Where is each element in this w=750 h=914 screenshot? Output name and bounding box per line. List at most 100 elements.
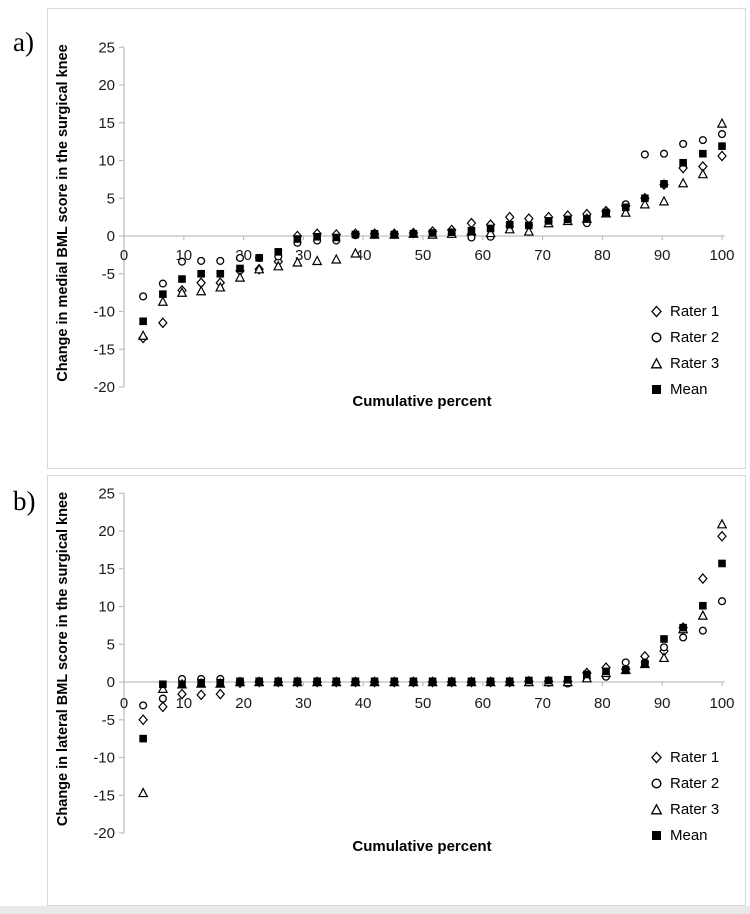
- legend-a: Rater 1 Rater 2 Rater 3 Mean: [650, 298, 719, 402]
- y-tick-label: 5: [107, 190, 115, 207]
- circle-marker-icon: [698, 626, 707, 635]
- square-marker-icon: [544, 217, 553, 225]
- legend-item-rater1: Rater 1: [650, 298, 719, 324]
- circle-marker-icon: [158, 279, 167, 288]
- circle-marker-icon: [651, 777, 662, 789]
- x-tick-label: 50: [415, 695, 432, 712]
- square-marker-icon: [486, 677, 495, 686]
- square-marker-icon: [216, 269, 225, 278]
- square-marker-icon: [602, 667, 610, 676]
- y-tick-label: -15: [93, 341, 115, 358]
- circle-marker-icon: [679, 139, 688, 148]
- circle-marker-icon: [717, 130, 727, 139]
- square-marker-icon: [467, 677, 476, 686]
- x-tick-label: 100: [709, 695, 734, 712]
- x-tick-label: 10: [175, 695, 192, 712]
- triangle-marker-icon: [292, 256, 303, 267]
- panel-b-frame: 25 20 15 10 5 0 -5 -10 -15 -20 0 10 20 30 40 50 60 70 80 90…: [47, 475, 746, 906]
- square-marker-icon: [236, 264, 244, 273]
- triangle-marker-icon: [137, 787, 149, 798]
- square-marker-icon: [447, 677, 456, 686]
- diamond-marker-icon: [158, 701, 168, 713]
- y-tick-label: 25: [98, 485, 115, 502]
- legend-label: Rater 3: [670, 800, 720, 818]
- legend-item-rater3: Rater 3: [650, 796, 719, 822]
- diamond-marker-icon: [504, 211, 515, 223]
- x-tick-label: 50: [415, 247, 432, 264]
- triangle-marker-icon: [350, 247, 361, 258]
- series-rater-1: [138, 530, 727, 726]
- triangle-marker-icon: [137, 329, 149, 340]
- triangle-marker-icon: [697, 168, 709, 179]
- triangle-marker-icon: [639, 198, 651, 209]
- square-marker-icon: [332, 677, 341, 686]
- square-marker-icon: [409, 229, 418, 238]
- diamond-marker-icon: [215, 688, 226, 700]
- y-tick-label: 15: [98, 115, 115, 132]
- y-tick-label: 10: [98, 153, 115, 170]
- triangle-marker-icon: [650, 802, 663, 814]
- square-marker-icon: [255, 254, 263, 262]
- triangle-marker-icon: [716, 117, 728, 128]
- circle-marker-icon: [659, 643, 669, 652]
- square-marker-icon: [274, 248, 283, 256]
- circle-marker-icon: [216, 256, 225, 265]
- triangle-marker-icon: [658, 195, 670, 206]
- square-marker-icon: [255, 677, 263, 686]
- legend-label: Rater 1: [670, 302, 720, 320]
- legend-label: Rater 3: [670, 354, 720, 372]
- triangle-marker-icon: [523, 225, 535, 236]
- circle-marker-icon: [679, 633, 688, 642]
- square-marker-icon: [332, 233, 341, 242]
- triangle-marker-icon: [650, 356, 663, 368]
- square-marker-icon: [274, 677, 283, 686]
- y-tick-label: 25: [98, 39, 115, 56]
- square-marker-icon: [505, 220, 514, 229]
- square-marker-icon: [409, 677, 418, 686]
- series-mean: [139, 142, 726, 326]
- x-tick-label: 40: [355, 247, 372, 264]
- square-marker-icon: [159, 680, 167, 689]
- triangle-marker-icon: [311, 255, 323, 266]
- square-marker-icon: [428, 229, 437, 237]
- square-marker-icon: [699, 149, 707, 158]
- square-marker-icon: [525, 221, 533, 230]
- legend-item-mean: Mean: [650, 376, 719, 402]
- square-marker-icon: [467, 226, 476, 235]
- square-marker-icon: [197, 678, 205, 687]
- square-marker-icon: [313, 232, 321, 241]
- y-tick-label: 0: [107, 674, 115, 691]
- legend-item-rater1: Rater 1: [650, 744, 719, 770]
- panel-a-label: a): [13, 27, 34, 57]
- square-marker-icon: [178, 680, 186, 689]
- y-tick-label: 0: [107, 228, 115, 245]
- legend-item-rater2: Rater 2: [650, 770, 719, 796]
- square-marker-icon: [293, 235, 302, 243]
- circle-marker-icon: [698, 136, 707, 145]
- x-tick-label: 100: [709, 247, 734, 264]
- square-marker-icon: [544, 676, 553, 685]
- series-rater-1: [138, 150, 727, 344]
- square-marker-icon: [139, 734, 147, 743]
- legend-item-rater2: Rater 2: [650, 324, 719, 350]
- diamond-marker-icon: [717, 530, 727, 542]
- square-marker-icon: [486, 224, 495, 233]
- triangle-marker-icon: [658, 652, 670, 663]
- diamond-marker-icon: [651, 305, 662, 317]
- x-tick-label: 60: [474, 695, 491, 712]
- square-marker-icon: [563, 215, 572, 224]
- circle-marker-icon: [158, 694, 167, 703]
- y-tick-label: 15: [98, 561, 115, 578]
- triangle-marker-icon: [504, 223, 515, 234]
- square-marker-icon: [699, 601, 707, 610]
- circle-marker-icon: [235, 253, 245, 262]
- square-marker-icon: [652, 384, 661, 394]
- square-marker-icon: [447, 228, 456, 237]
- triangle-marker-icon: [331, 253, 342, 264]
- triangle-marker-icon: [195, 285, 207, 296]
- legend-label: Rater 2: [670, 328, 720, 346]
- square-marker-icon: [660, 635, 668, 643]
